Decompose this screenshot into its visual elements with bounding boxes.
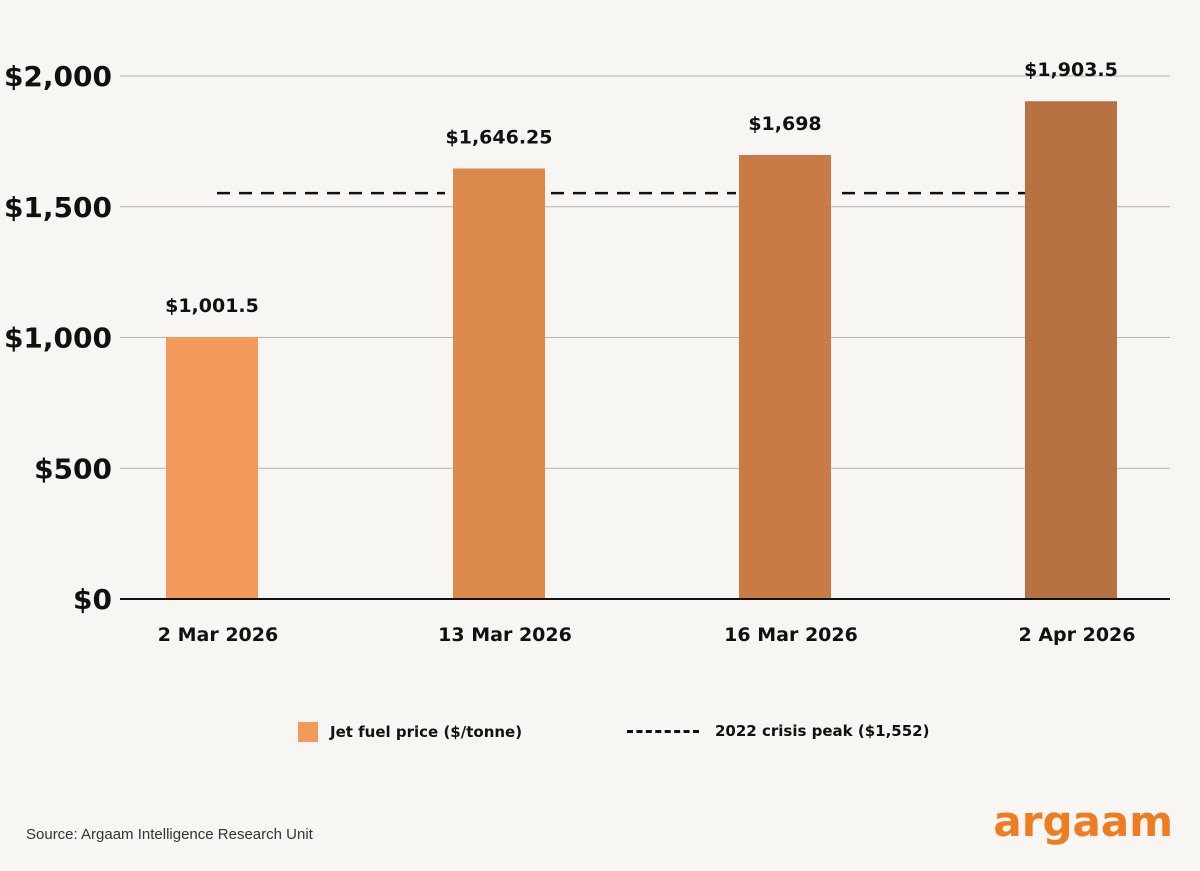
data-label: $1,698: [748, 113, 821, 135]
legend-label-crisis-peak: 2022 crisis peak ($1,552): [715, 722, 930, 740]
source-note: Source: Argaam Intelligence Research Uni…: [26, 826, 313, 843]
x-tick-label: 16 Mar 2026: [724, 624, 858, 646]
data-label: $1,646.25: [446, 127, 553, 149]
legend-dashed-line: [627, 729, 699, 733]
argaam-logo: argaam: [993, 797, 1173, 846]
x-tick-label: 2 Apr 2026: [1018, 624, 1135, 646]
data-label: $1,903.5: [1024, 59, 1118, 81]
y-tick-label: $1,500: [4, 191, 112, 224]
y-tick-label: $1,000: [4, 322, 112, 355]
legend-swatch: [298, 722, 318, 742]
y-tick-label: $500: [34, 452, 112, 485]
x-tick-label: 2 Mar 2026: [158, 624, 278, 646]
bar: [166, 337, 258, 599]
bar: [739, 154, 831, 599]
data-label: $1,001.5: [165, 295, 259, 317]
bar: [1025, 101, 1117, 600]
bar-chart: $0 $500 $1,000 $1,500 $2,000 $1,001.5 2 Mar 20…: [4, 59, 1170, 646]
legend-item-crisis-peak: 2022 crisis peak ($1,552): [627, 722, 929, 740]
x-tick-label: 13 Mar 2026: [438, 624, 572, 646]
y-tick-label: $2,000: [4, 60, 112, 93]
legend-label-jet-fuel: Jet fuel price ($/tonne): [330, 723, 523, 741]
y-tick-label: $0: [73, 583, 112, 616]
legend-item-jet-fuel: Jet fuel price ($/tonne): [298, 722, 522, 742]
bar: [453, 168, 545, 600]
